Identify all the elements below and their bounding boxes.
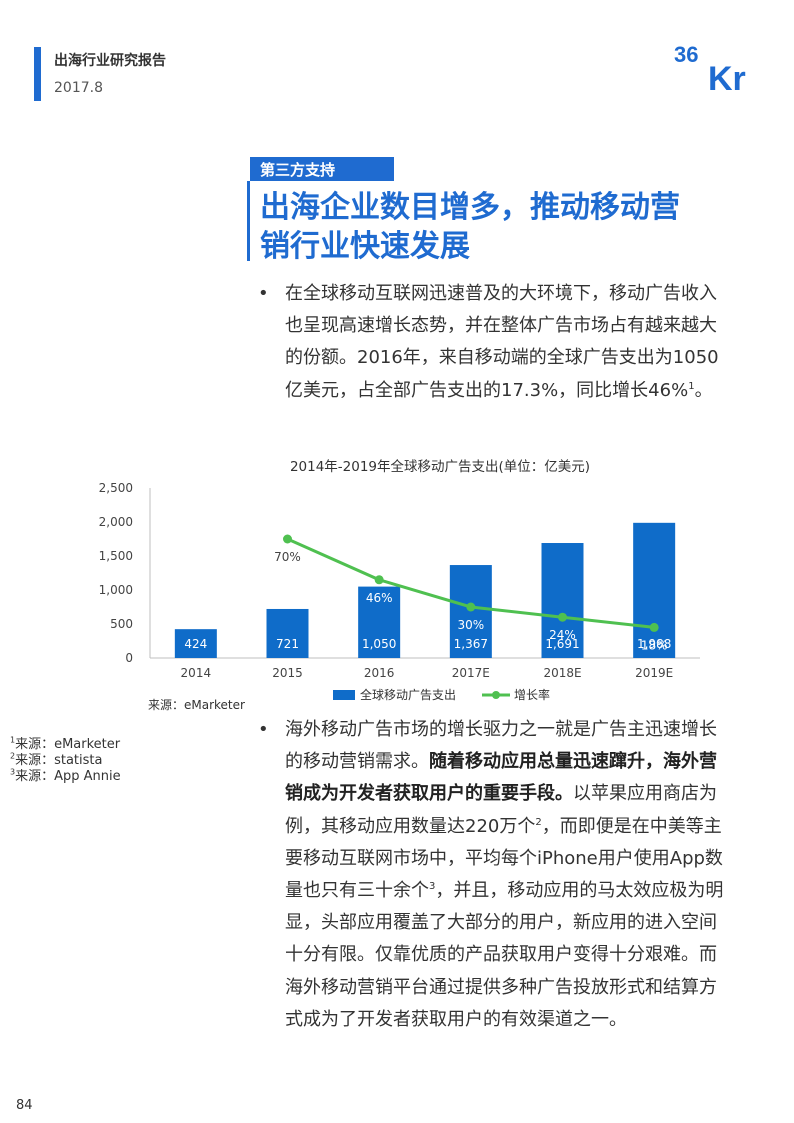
paragraph-2-text: 海外移动广告市场的增长驱力之一就是广告主迅速增长的移动营销需求。随着移动应用总量…	[285, 714, 728, 1036]
paragraph-2-part4: ，并且，移动应用的马太效应极为明显，头部应用覆盖了大部分的用户，新应用的进入空间…	[285, 880, 724, 1030]
footnote-text: 来源：App Annie	[15, 769, 121, 784]
footnote-3: 3来源：App Annie	[10, 767, 121, 785]
y-tick-label: 2,000	[99, 515, 133, 529]
bar	[449, 565, 492, 658]
line-point	[374, 575, 384, 585]
section-title-line1: 出海企业数目增多，推动移动营	[260, 190, 680, 225]
paragraph-1-end: 。	[694, 379, 713, 401]
y-tick-label: 500	[110, 617, 133, 631]
paragraph-2-part1: 海外移动广告市场的增长驱力之一就是广告主迅速增长的移动营销需求。	[285, 719, 717, 773]
x-tick-label: 2018E	[543, 666, 581, 680]
chart-title: 2014年-2019年全球移动广告支出(单位：亿美元)	[290, 458, 590, 475]
footnote-1: 1来源：eMarketer	[10, 735, 121, 753]
bar-value-label: 1,691	[545, 637, 579, 651]
y-tick-label: 0	[125, 651, 133, 665]
y-tick-label: 1,500	[99, 549, 133, 563]
footnote-text: 来源：statista	[15, 753, 103, 768]
paragraph-1: • 在全球移动互联网迅速普及的大环境下，移动广告收入也呈现高速增长态势，并在整体…	[258, 278, 728, 407]
line-point	[466, 602, 476, 612]
bar	[266, 608, 309, 658]
legend-label: 增长率	[514, 687, 550, 702]
paragraph-2-part2: 以苹果应用商店为例，其移动应用数量达220万个	[285, 783, 717, 837]
mobile-ad-spend-chart: 2014年-2019年全球移动广告支出(单位：亿美元) 0 500 1,000 1,5…	[99, 458, 700, 712]
line-value-label: 30%	[457, 618, 484, 632]
x-axis: 2014 2015 2016 2017E 2018E 2019E	[150, 657, 700, 680]
legend-swatch-bar	[333, 690, 355, 700]
section-tag: 第三方支持	[250, 157, 394, 181]
paragraph-2-emphasis: 随着移动应用总量迅速蹿升，海外营销成为开发者获取用户的重要手段。	[285, 751, 717, 805]
page-number: 84	[16, 1098, 33, 1113]
bullet: •	[258, 283, 269, 304]
line-value-label: 70%	[274, 550, 301, 564]
line-point	[649, 622, 659, 632]
line-value-label: 18%	[641, 638, 668, 652]
logo-text-top: 36	[674, 42, 698, 67]
title-rule	[247, 181, 250, 261]
bar-value-label: 721	[276, 637, 299, 651]
line-series: 70% 46% 30% 24% 18%	[274, 534, 668, 652]
footnote-text: 来源：eMarketer	[15, 737, 121, 752]
bullet: •	[258, 719, 269, 740]
chart-source: 来源：eMarketer	[148, 698, 245, 712]
footnotes: 1来源：eMarketer 2来源：statista 3来源：App Annie	[10, 735, 121, 785]
footnote-num: 1	[10, 735, 16, 745]
report-title: 出海行业研究报告	[54, 53, 166, 69]
bar	[541, 543, 584, 658]
footnote-num: 3	[10, 767, 16, 777]
line-value-label: 46%	[366, 591, 393, 605]
bar-value-label: 1,367	[454, 637, 488, 651]
footnote-ref: 2	[535, 816, 542, 828]
bar	[174, 629, 217, 658]
paragraph-1-body: 在全球移动互联网迅速普及的大环境下，移动广告收入也呈现高速增长态势，并在整体广告…	[285, 283, 719, 401]
section-title-line2: 销行业快速发展	[260, 229, 470, 264]
x-tick-label: 2016	[364, 666, 395, 680]
paragraph-2-part3: ，而即便是在中美等主要移动互联网市场中，平均每个iPhone用户使用App数量也…	[285, 815, 723, 902]
section-title: 出海企业数目增多，推动移动营 销行业快速发展	[260, 188, 730, 266]
bar-value-label: 424	[184, 637, 207, 651]
legend-label: 全球移动广告支出	[360, 687, 456, 702]
legend-swatch-point	[492, 691, 500, 699]
footnote-num: 2	[10, 751, 16, 761]
header-accent-bar	[34, 47, 41, 101]
paragraph-1-text: 在全球移动互联网迅速普及的大环境下，移动广告收入也呈现高速增长态势，并在整体广告…	[285, 278, 728, 407]
bar-series: 424 721 1,050 1,367 1,691 1,988	[174, 522, 676, 658]
brand-logo: 36 Kr	[674, 42, 746, 98]
paragraph-2: • 海外移动广告市场的增长驱力之一就是广告主迅速增长的移动营销需求。随着移动应用…	[258, 714, 728, 1036]
footnote-2: 2来源：statista	[10, 751, 121, 769]
y-tick-label: 2,500	[99, 481, 133, 495]
line-value-label: 24%	[549, 628, 576, 642]
report-date: 2017.8	[54, 80, 103, 96]
bar-value-label: 1,050	[362, 637, 396, 651]
line-point	[283, 534, 292, 544]
footnote-ref: 1	[688, 380, 695, 392]
bar-value-label: 1,988	[637, 637, 671, 651]
footnote-ref: 3	[429, 881, 436, 893]
x-tick-label: 2019E	[635, 666, 673, 680]
bar	[358, 586, 401, 658]
logo-text-bottom: Kr	[708, 60, 746, 98]
y-axis: 0 500 1,000 1,500 2,000 2,500	[99, 481, 151, 665]
bar	[633, 522, 676, 658]
line-point	[558, 612, 567, 622]
x-tick-label: 2015	[272, 666, 303, 680]
x-tick-label: 2017E	[452, 666, 490, 680]
y-tick-label: 1,000	[99, 583, 133, 597]
chart-legend: 全球移动广告支出 增长率	[333, 687, 550, 702]
x-tick-label: 2014	[181, 666, 212, 680]
